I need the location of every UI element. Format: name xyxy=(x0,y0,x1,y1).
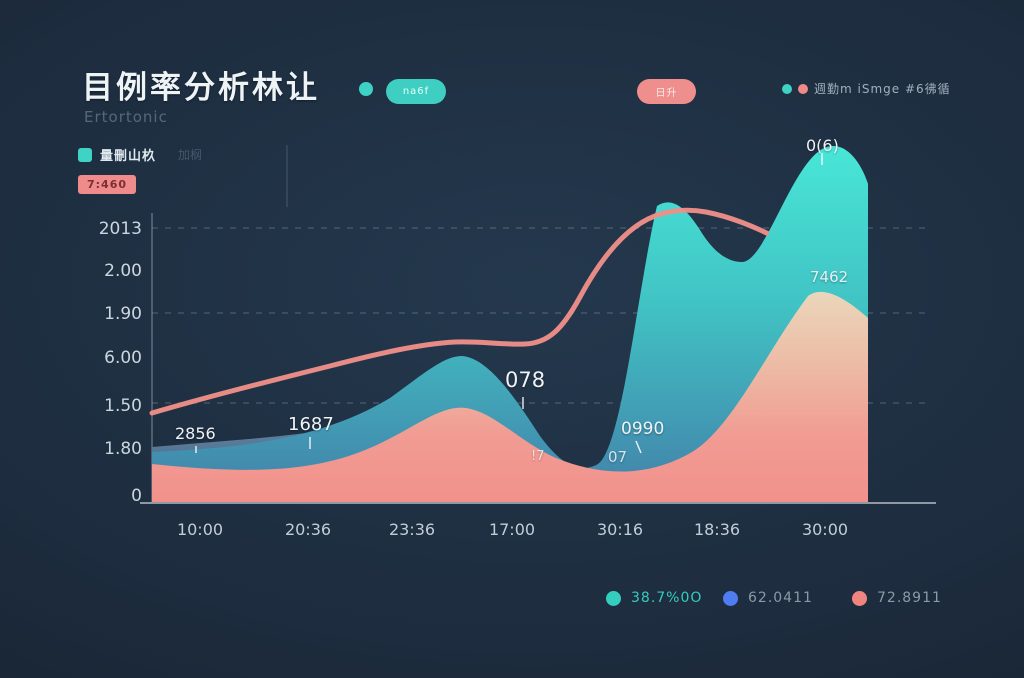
legend-item-teal[interactable]: 38.7%0O xyxy=(606,590,702,606)
y-tick-label: 2.00 xyxy=(104,261,142,281)
teal-square-icon xyxy=(78,147,92,162)
page-subtitle: Ertortonic xyxy=(84,108,168,126)
label-pointer-ticks xyxy=(195,153,823,454)
point-label-078: 078 xyxy=(505,368,546,392)
legend-label: 38.7%0O xyxy=(631,590,703,606)
x-tick-label: 10:00 xyxy=(176,520,224,539)
point-label-06: 0(6) xyxy=(806,136,839,155)
x-tick-label: 18:36 xyxy=(693,520,741,539)
point-label-mark: !7 xyxy=(531,449,545,464)
legend-item-coral[interactable]: 72.8911 xyxy=(852,590,942,606)
teal-filter-pill[interactable]: na6f xyxy=(386,79,446,104)
legend-label: 62.0411 xyxy=(748,590,813,606)
x-tick-label: 17:00 xyxy=(488,520,536,539)
point-label-07: 07 xyxy=(608,448,628,466)
y-tick-label: 6.00 xyxy=(104,348,142,368)
coral-filter-pill[interactable]: 日升 xyxy=(637,79,696,104)
pink-area-series xyxy=(152,291,868,503)
coral-dot-icon xyxy=(798,83,808,94)
point-label-2856: 2856 xyxy=(175,424,216,443)
point-label-7462: 7462 xyxy=(810,268,849,286)
blue-dot-icon xyxy=(723,590,738,606)
y-tick-label: 0 xyxy=(131,486,142,506)
series-toggle-sublabel: 加㭎 xyxy=(178,148,203,162)
y-tick-label: 1.50 xyxy=(104,396,142,416)
teal-dot-icon xyxy=(606,590,621,606)
teal-dot-icon xyxy=(782,83,792,94)
page-title: 目例率分析林让 xyxy=(82,70,320,106)
legend-label: 72.8911 xyxy=(877,590,942,606)
series-toggle[interactable]: 量刪山杦 加㭎 xyxy=(78,145,202,164)
x-tick-label: 30:00 xyxy=(801,520,849,539)
x-tick-label: 20:36 xyxy=(284,520,332,539)
y-tick-label: 2013 xyxy=(98,219,142,239)
teal-area-series xyxy=(152,146,868,504)
value-badge[interactable]: 7:460 xyxy=(78,175,137,194)
top-right-legend[interactable]: 週勤m iSmge #6彿循 xyxy=(782,80,951,97)
coral-line-series xyxy=(149,207,795,416)
legend-item-blue[interactable]: 62.0411 xyxy=(723,590,813,606)
series-toggle-label: 量刪山杦 xyxy=(100,149,157,164)
y-tick-label: 1.80 xyxy=(104,439,142,459)
top-right-legend-label: 週勤m iSmge #6彿循 xyxy=(814,82,951,96)
teal-dot-icon xyxy=(359,82,373,96)
coral-dot-icon xyxy=(852,590,867,606)
point-label-0990: 0990 xyxy=(621,419,665,439)
y-tick-label: 1.90 xyxy=(104,304,142,324)
point-label-1687: 1687 xyxy=(288,414,334,435)
x-tick-label: 30:16 xyxy=(596,520,644,539)
x-tick-label: 23:36 xyxy=(388,520,436,539)
